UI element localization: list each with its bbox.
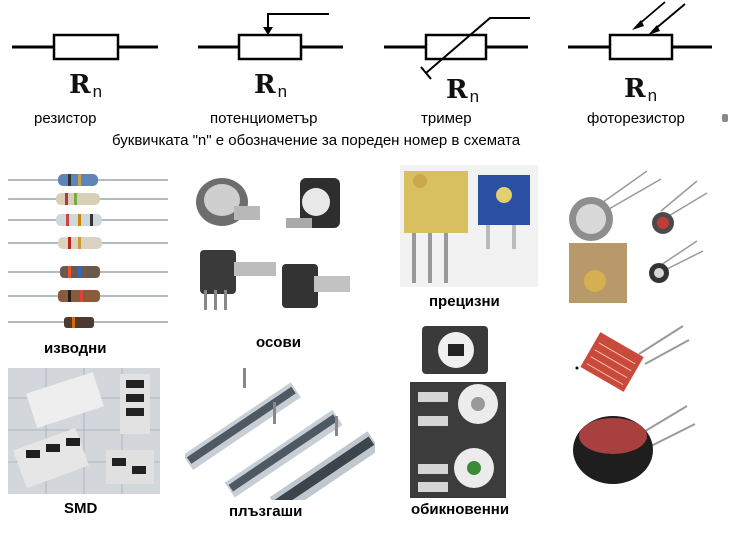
photoresistors-photo — [563, 165, 713, 305]
trimmer-symbol — [384, 17, 530, 80]
designator-subscript: n — [277, 82, 288, 101]
axial-caption: осови — [256, 334, 301, 351]
ordinary-caption: обикновенни — [411, 501, 510, 518]
slider-potentiometers-photo — [185, 362, 375, 500]
resistor-label: резистор — [34, 110, 97, 127]
ldr-photo — [563, 308, 713, 496]
photoresistor-symbol — [568, 1, 712, 61]
leaded-resistors-photo — [8, 162, 168, 334]
designator-letter: R — [254, 70, 276, 100]
potentiometer-label: потенциометър — [210, 110, 318, 127]
schematic-symbols — [12, 1, 712, 80]
designator-letter: R — [624, 74, 646, 104]
designator-subscript: n — [92, 82, 103, 101]
designator-letter: R — [69, 70, 91, 100]
trimmer-label: тример — [421, 110, 472, 127]
designator-letter: R — [446, 75, 468, 105]
smd-caption: SMD — [64, 500, 98, 517]
leaded-caption: изводни — [44, 340, 107, 357]
footnote: буквичката "n" е обозначение за пореден … — [112, 132, 521, 149]
resistor-symbol — [12, 33, 158, 61]
precision-caption: прецизни — [429, 293, 500, 310]
slider-caption: плъзгаши — [229, 503, 303, 520]
potentiometer-symbol — [198, 13, 343, 61]
photoresistor-label: фоторезистор — [587, 110, 685, 127]
axial-potentiometers-photo — [190, 166, 352, 316]
designator-subscript: n — [647, 86, 658, 105]
smd-resistors-photo — [8, 368, 160, 494]
precision-trimmers-photo — [400, 165, 538, 310]
designator-subscript: n — [469, 87, 480, 106]
ordinary-trimmers-photo — [408, 322, 522, 498]
stray-mark — [722, 114, 728, 122]
